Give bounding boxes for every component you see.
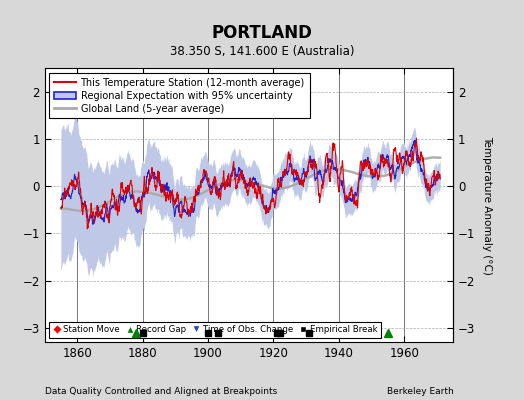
Text: Berkeley Earth: Berkeley Earth bbox=[387, 387, 453, 396]
Text: Data Quality Controlled and Aligned at Breakpoints: Data Quality Controlled and Aligned at B… bbox=[45, 387, 277, 396]
Y-axis label: Temperature Anomaly (°C): Temperature Anomaly (°C) bbox=[482, 136, 492, 274]
Legend: Station Move, Record Gap, Time of Obs. Change, Empirical Break: Station Move, Record Gap, Time of Obs. C… bbox=[49, 322, 380, 338]
Text: 38.350 S, 141.600 E (Australia): 38.350 S, 141.600 E (Australia) bbox=[170, 45, 354, 58]
Text: PORTLAND: PORTLAND bbox=[212, 24, 312, 42]
